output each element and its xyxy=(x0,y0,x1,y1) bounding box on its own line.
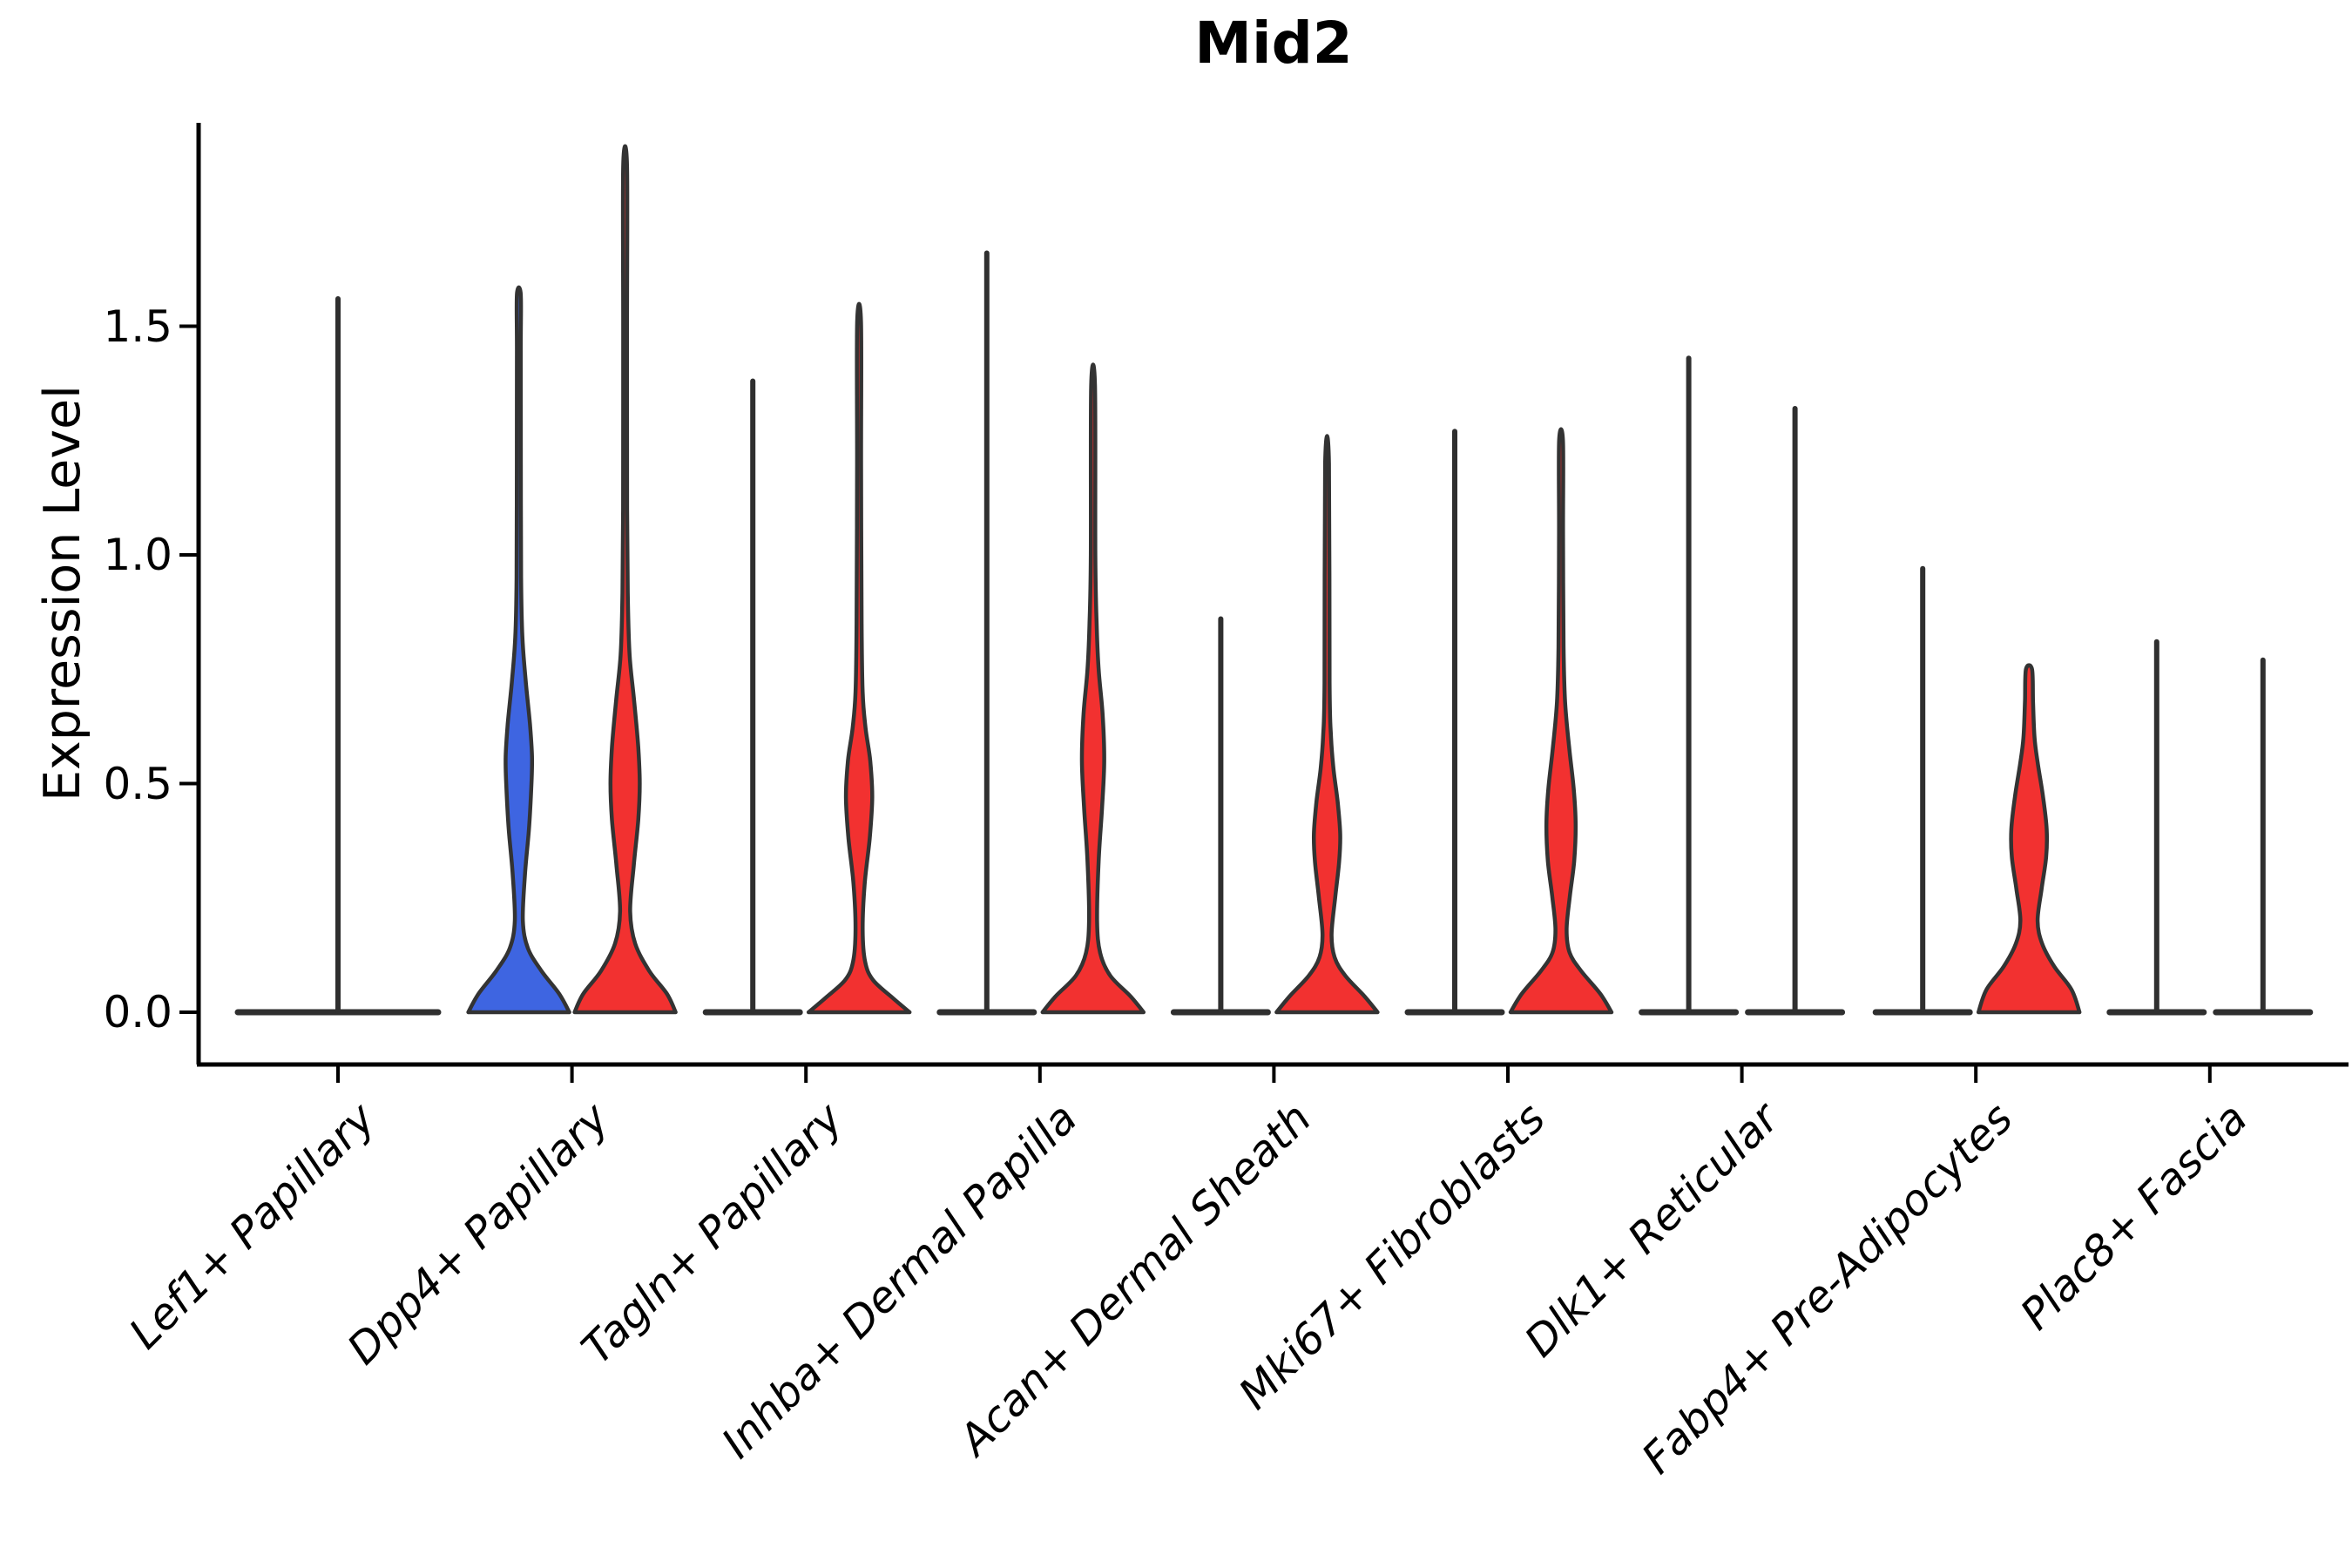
y-tick-label-2: 1.0 xyxy=(103,530,172,580)
y-tick-label-0: 0.0 xyxy=(103,987,172,1037)
violin-6 xyxy=(1040,362,1146,1015)
violin-10 xyxy=(1508,427,1614,1015)
y-tick-label-1: 0.5 xyxy=(103,758,172,809)
y-axis-label: Expression Level xyxy=(34,385,91,801)
violin-1 xyxy=(466,285,571,1015)
violin-4 xyxy=(806,301,912,1015)
violin-14 xyxy=(1976,663,2082,1015)
violin-2 xyxy=(572,144,678,1015)
y-tick-label-3: 1.5 xyxy=(103,301,172,352)
chart-title: Mid2 xyxy=(1194,10,1353,77)
violin-8 xyxy=(1274,434,1380,1015)
